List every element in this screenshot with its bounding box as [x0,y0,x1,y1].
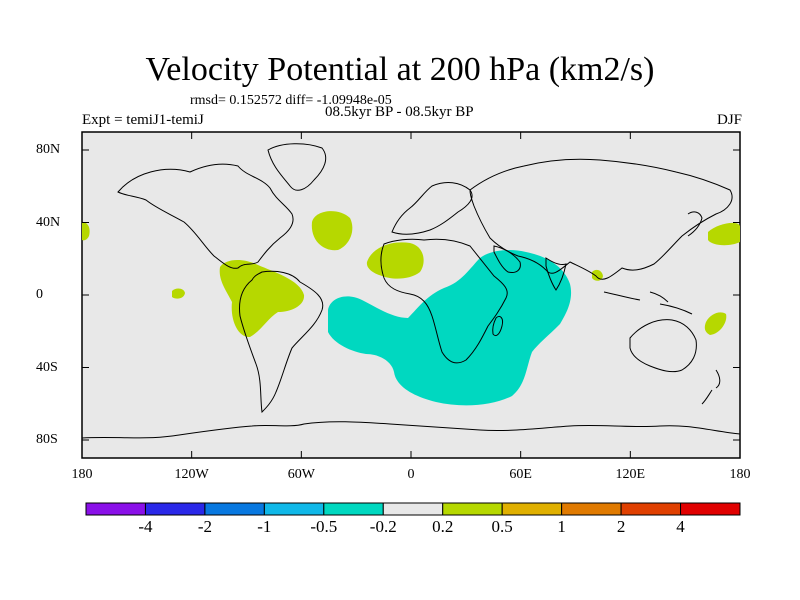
lat-label-0: 0 [36,287,43,302]
colorbar-swatch [263,502,325,516]
caribbean-small-positive-region [172,288,185,299]
colorbar-swatch [382,502,444,516]
australia-coast [629,319,697,373]
africa-indian-ocean-negative-region [328,250,572,406]
west-africa-positive-region [366,242,424,279]
experiment-label: Expt = temiJ1-temiJ [82,112,204,128]
colorbar-label: -0.2 [369,517,397,536]
lon-label-120e: 120E [615,467,646,482]
lat-label-80s: 80S [36,432,58,447]
anomaly-layer [82,211,740,406]
colorbar-label: -0.5 [310,517,338,536]
japan-coast [687,211,703,237]
longitude-ticks [81,132,741,458]
colorbar-swatch [561,502,622,516]
stats-text: rmsd= 0.152572 diff= -1.09948e-05 [190,93,392,108]
greenland-coast [267,143,327,191]
colorbar-swatch [680,502,741,516]
india-coast [545,257,567,291]
south-america-coast [239,270,324,414]
latitude-ticks [82,149,740,441]
pacific-west-positive-region [82,222,90,241]
lon-label-0: 0 [407,467,415,482]
north-atlantic-positive-region [311,211,353,251]
colorbar-label: -2 [197,517,212,536]
pacific-east-positive-region [708,222,740,246]
lon-label-180e: 180 [729,467,751,482]
lon-label-60w: 60W [287,467,315,482]
colorbar-label: 0.5 [491,517,513,536]
new-zealand-coast [701,369,721,405]
north-america-coast [117,163,294,269]
season-label: DJF [716,112,742,128]
coastlines [81,143,741,439]
colorbar-label: -1 [257,517,272,536]
lat-label-80n: 80N [36,142,61,157]
colorbar-swatch [323,502,384,516]
lon-label-60e: 60E [509,467,532,482]
period-label: 08.5kyr BP - 08.5kyr BP [325,104,474,120]
madagascar-coast [492,315,503,337]
colorbar-label: 4 [676,517,685,536]
colorbar-swatch [204,502,265,516]
colorbar-swatch [144,502,206,516]
colorbar-label: -4 [138,517,153,536]
map-title: Velocity Potential at 200 hPa (km2/s) [145,51,655,88]
colorbar-swatch [501,502,563,516]
colorbar-label: 2 [616,517,626,536]
maritime-positive-region [704,312,727,335]
lon-label-120w: 120W [174,467,209,482]
colorbar-label: 0.2 [432,517,454,536]
arabia-coast [493,245,521,273]
colorbar-label: 1 [557,517,566,536]
lat-label-40n: 40N [36,214,61,230]
lat-label-40s: 40S [36,359,58,375]
antarctica-coast [81,421,741,439]
lon-label-180w: 180 [71,467,93,482]
africa-coast [380,238,508,364]
colorbar [85,502,741,516]
colorbar-swatch [442,502,503,516]
colorbar-swatch [620,502,682,516]
indochina-small-positive-region [592,269,603,281]
indonesia-coast [603,291,693,315]
colorbar-swatch [85,502,146,516]
